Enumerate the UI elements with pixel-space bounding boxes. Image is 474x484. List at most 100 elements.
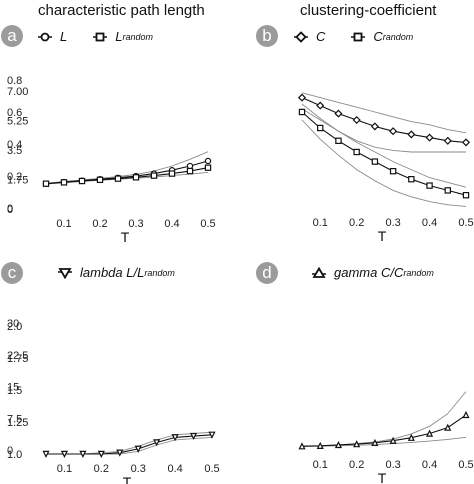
chart-0-data-point	[186, 167, 194, 175]
chart-0-ytick-label: 3.5	[7, 145, 22, 157]
chart-2-xlabel: T	[123, 474, 132, 484]
chart-3-xtick-label: 0.5	[458, 459, 473, 471]
title-clustering-coefficient: clustering-coefficient	[300, 2, 437, 19]
chart-3-data-point	[298, 442, 306, 450]
diamond-marker-icon	[294, 30, 308, 43]
chart-1-data-point	[371, 158, 379, 165]
chart-3-data-point	[462, 410, 470, 419]
chart-1-data-point	[426, 182, 433, 189]
chart-1-data-point	[425, 133, 434, 142]
legend-panel-c: lambda L/L random	[58, 265, 201, 280]
chart-1-xtick-label: 0.3	[385, 217, 400, 229]
chart-0-series-line	[45, 167, 209, 185]
chart-1-ytick-label: 0	[7, 203, 13, 215]
chart-3-ytick-label: 30	[7, 318, 19, 330]
chart-1-ytick-label: 0.2	[7, 171, 22, 183]
panel-badge-c: c	[1, 262, 23, 284]
chart-1-xtick-label: 0.2	[349, 217, 364, 229]
chart-2-xtick-label: 0.4	[167, 463, 182, 475]
chart-1-xlabel: T	[378, 228, 387, 244]
chart-0-data-point	[150, 172, 158, 179]
chart-2-ytick-label: 1.25	[7, 417, 28, 429]
chart-2-data-point	[116, 449, 124, 457]
chart-1-data-point	[334, 109, 343, 118]
chart-2-ytick-label: 1.0	[7, 449, 22, 461]
panel-badge-a: a	[1, 25, 23, 47]
panel-badge-d: d	[256, 262, 278, 284]
chart-2-series-line	[46, 434, 213, 455]
chart-2-xtick-label: 0.2	[94, 463, 109, 475]
chart-1-ytick-label: 0.6	[7, 107, 22, 119]
chart-3-data-point	[389, 436, 397, 444]
chart-1-xtick-label: 0.1	[313, 217, 328, 229]
chart-0-data-point	[204, 164, 212, 171]
chart-1-envelope-line	[301, 92, 467, 134]
chart-1-data-point	[298, 108, 306, 116]
chart-0-data-point	[78, 177, 86, 185]
chart-2-data-point	[134, 445, 142, 453]
legend-label-c: C	[316, 29, 326, 44]
chart-0-data-point	[204, 157, 212, 165]
chart-1-series-line	[301, 111, 467, 196]
chart-0-xtick-label: 0.5	[200, 218, 215, 230]
chart-0-data-point	[96, 176, 104, 184]
chart-1-ytick-label: 0.4	[7, 139, 22, 151]
chart-0-xtick-label: 0.3	[128, 218, 143, 230]
chart-1-data-point	[389, 168, 397, 175]
legend-sup-lambda: random	[144, 267, 175, 278]
chart-1-data-point	[444, 187, 451, 194]
chart-0-xtick-label: 0.4	[164, 218, 179, 230]
chart-1-series-line	[301, 97, 467, 143]
chart-2-ytick-label: 2.0	[7, 321, 22, 333]
chart-0-data-point	[60, 179, 68, 186]
chart-3-data-point	[407, 433, 415, 441]
chart-0-ytick-label: 5.25	[7, 116, 28, 128]
chart-1-data-point	[443, 136, 452, 145]
chart-0-ytick-label: 0	[7, 204, 13, 216]
chart-3-envelope-line	[301, 391, 467, 447]
chart-1-envelope-line	[301, 108, 467, 188]
legend-sup-c-random: random	[382, 31, 414, 42]
chart-0-xlabel: T	[121, 229, 130, 245]
chart-1-data-point	[407, 130, 416, 139]
chart-3-data-point	[316, 441, 324, 449]
chart-2-xtick-label: 0.3	[131, 463, 146, 475]
chart-1-data-point	[370, 122, 379, 131]
chart-3-xtick-label: 0.3	[385, 459, 400, 471]
chart-1-xtick-label: 0.5	[458, 217, 473, 229]
chart-2-data-point	[42, 450, 50, 458]
chart-1-data-point	[335, 137, 342, 144]
chart-1-envelope-line	[301, 119, 467, 207]
chart-1-data-point	[317, 124, 324, 132]
panel-badge-b: b	[256, 25, 278, 47]
chart-3-data-point	[425, 429, 434, 437]
legend-label-c-random: C	[373, 29, 383, 44]
chart-1-data-point	[408, 176, 415, 183]
chart-1-envelope-line	[301, 103, 466, 153]
legend-item-c: C	[294, 29, 325, 44]
chart-2-data-point	[97, 450, 105, 458]
chart-1-data-point	[297, 93, 307, 102]
chart-1-data-point	[352, 115, 361, 125]
legend-label-lambda: lambda L/L	[80, 265, 145, 280]
chart-3-envelope-line	[301, 436, 467, 448]
chart-3-data-point	[444, 423, 452, 431]
legend-label-gamma: gamma C/C	[334, 265, 404, 280]
chart-3-ytick-label: 0	[7, 445, 13, 457]
chart-3-xtick-label: 0.1	[313, 459, 328, 471]
chart-0-xtick-label: 0.1	[56, 218, 71, 230]
chart-0-ytick-label: 1.75	[7, 175, 28, 187]
chart-0-data-point	[168, 170, 176, 177]
legend-item-gamma: gamma C/C random	[312, 265, 434, 280]
chart-3-data-point	[334, 440, 343, 449]
square-marker-icon	[93, 32, 108, 41]
title-characteristic-path-length: characteristic path length	[38, 2, 205, 19]
chart-1-data-point	[461, 138, 471, 147]
chart-2-data-point	[60, 450, 69, 458]
legend-item-l: L	[38, 29, 67, 44]
chart-2-data-point	[171, 434, 179, 442]
chart-2-data-point	[153, 439, 161, 447]
